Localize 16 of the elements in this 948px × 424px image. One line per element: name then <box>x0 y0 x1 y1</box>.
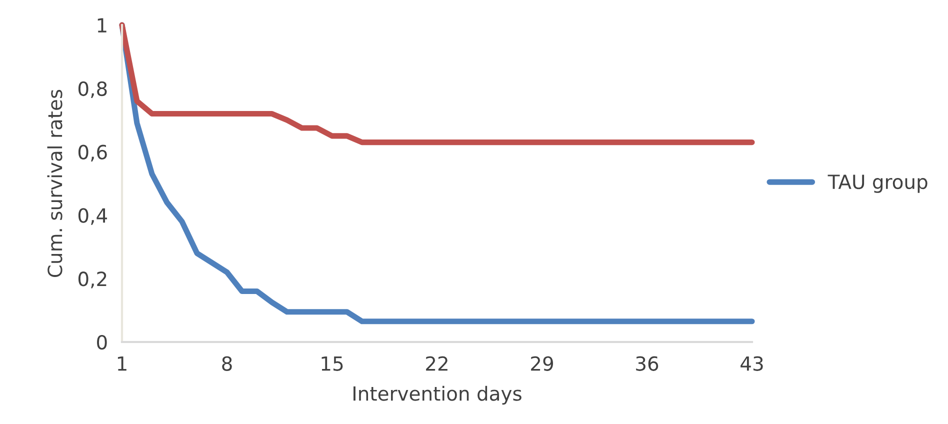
y-tick-label: 0 <box>97 334 107 350</box>
x-tick-label: 15 <box>322 356 343 371</box>
y-tick-label: 0,4 <box>78 208 108 225</box>
x-tick-label: 29 <box>531 356 554 371</box>
y-tick-label: 0,8 <box>78 81 107 98</box>
x-tick-label: 22 <box>426 356 448 371</box>
x-tick-label: 1 <box>118 356 126 371</box>
y-axis-title: Cum. survival rates <box>47 90 62 278</box>
x-axis-title: Intervention days <box>354 386 522 405</box>
y-tick-label: 0,2 <box>78 272 106 288</box>
x-tick-label: 36 <box>636 356 658 371</box>
x-tick-label: 8 <box>222 356 232 371</box>
x-tick-label: 43 <box>740 356 763 371</box>
legend-label: TAU group <box>828 174 928 193</box>
y-tick-label: 0,6 <box>78 144 107 162</box>
y-tick-label: 1 <box>98 18 106 32</box>
